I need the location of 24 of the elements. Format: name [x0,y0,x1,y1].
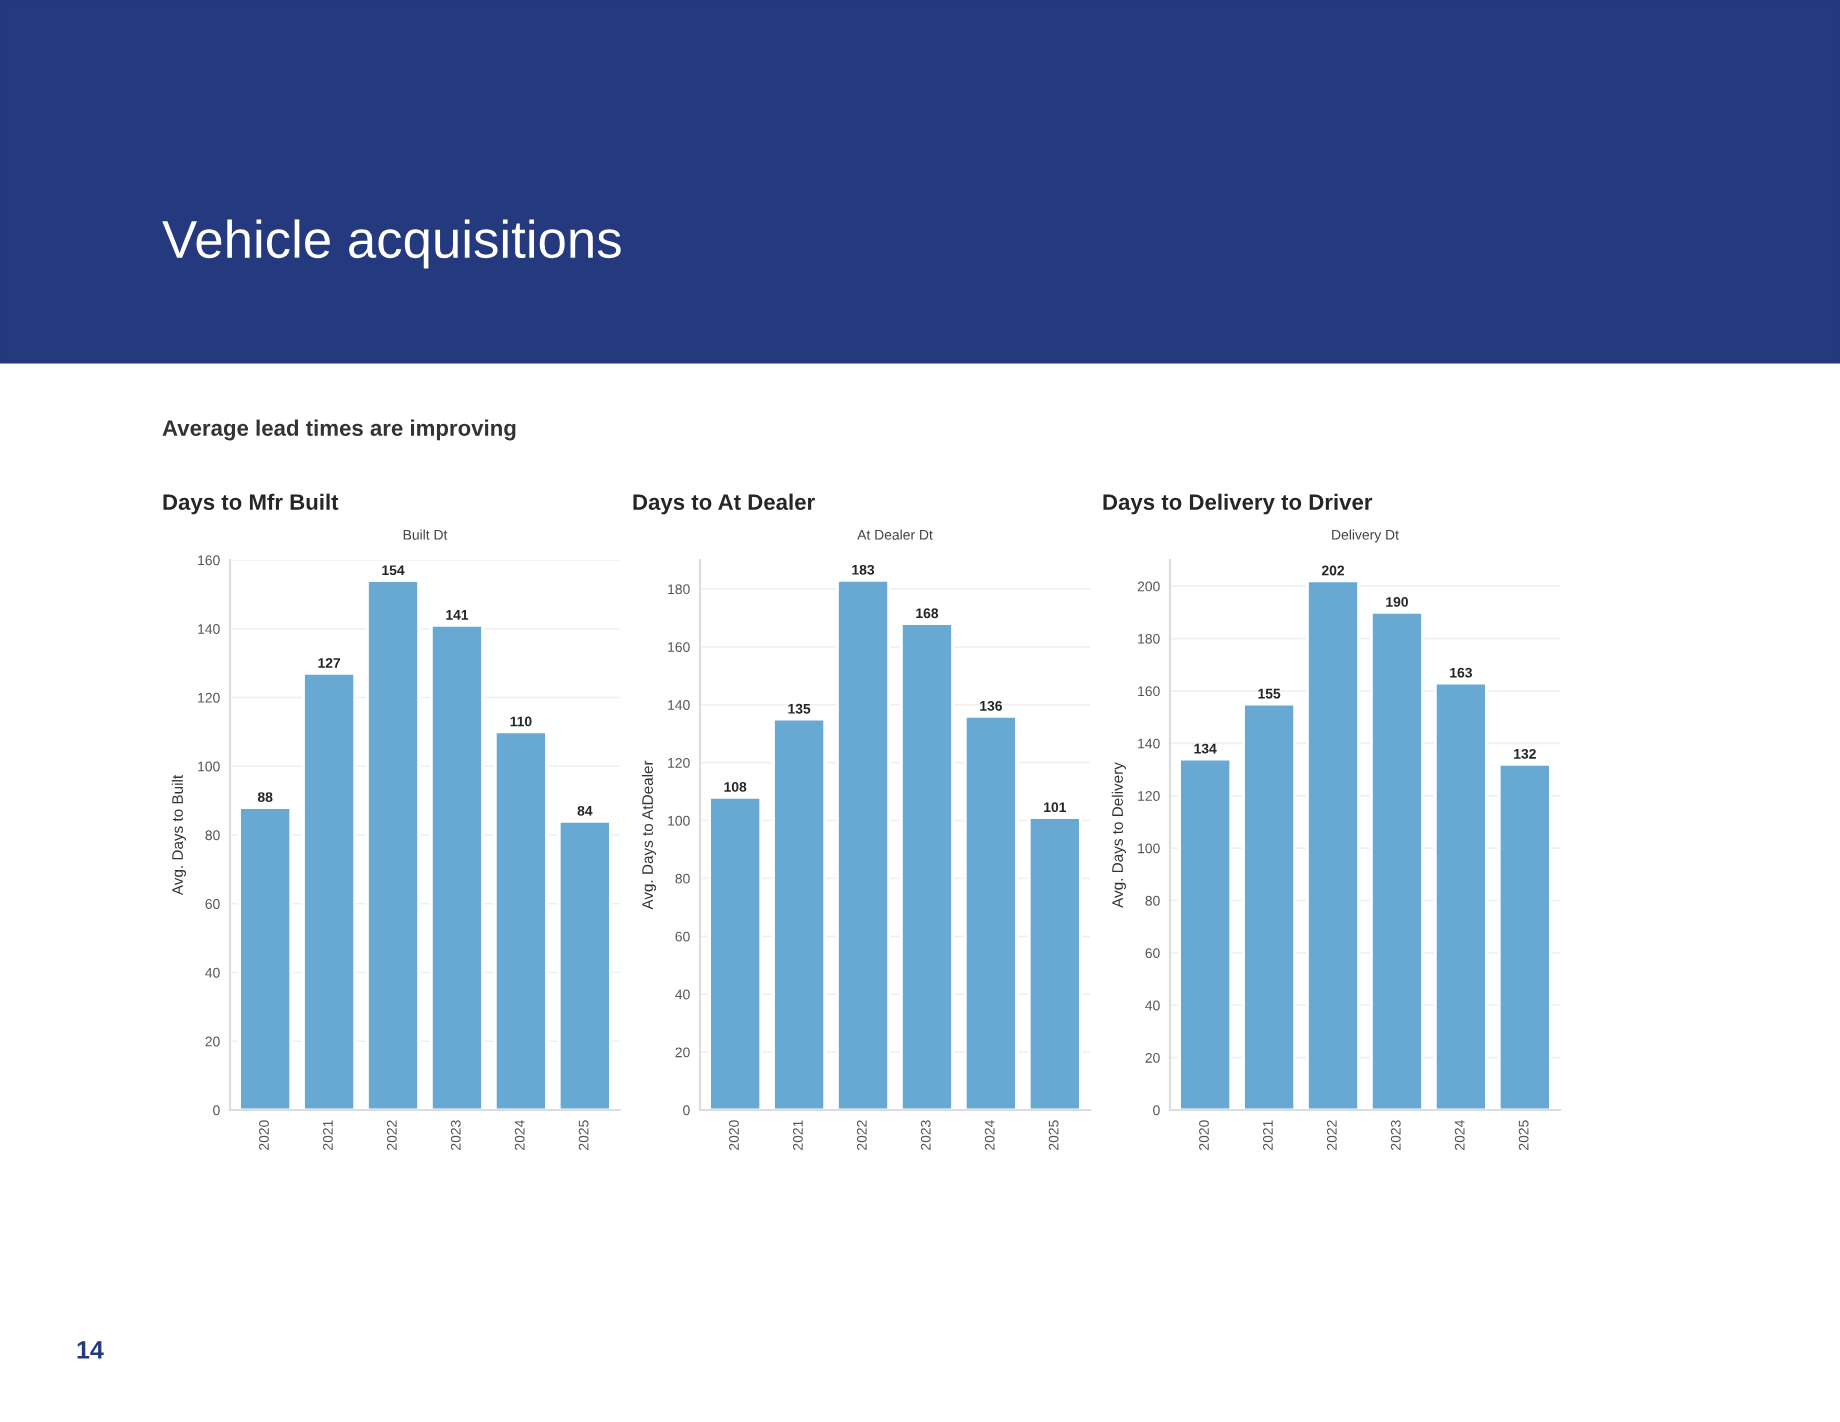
bar [430,623,484,1110]
bar [900,622,954,1110]
bar [772,717,827,1110]
bar [1306,579,1360,1110]
bar [493,730,548,1110]
text: Average lead times are improving [162,419,516,441]
bar [302,672,357,1110]
bar [963,714,1018,1110]
bar [836,578,890,1110]
bar [366,579,420,1110]
bar [1497,762,1552,1110]
text: Vehicle acquisitions [162,219,621,269]
bar [1027,816,1082,1110]
chart-title: Days to Mfr Built [163,493,339,515]
bar [557,819,612,1110]
chart-title: Days to At Dealer [633,493,815,515]
bar [1242,702,1297,1110]
bar [238,806,293,1110]
bar [708,795,763,1110]
bar [1370,610,1424,1110]
chart-title: Days to Delivery to Driver [1103,493,1373,515]
bar [1433,681,1488,1110]
text: 14 [77,1341,104,1359]
bar [1178,757,1233,1110]
